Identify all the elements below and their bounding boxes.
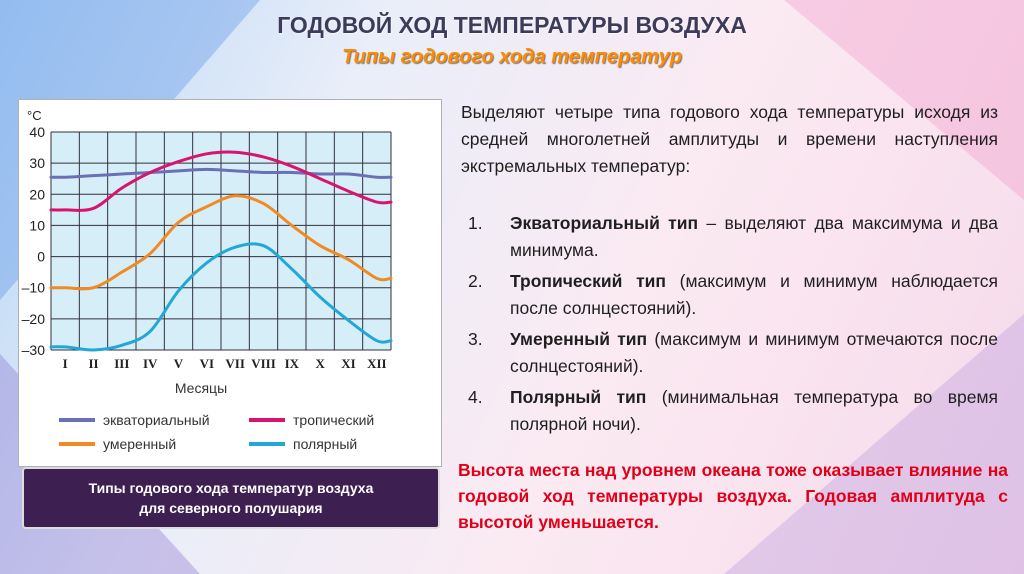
series-line-тропический xyxy=(49,150,393,212)
item-number: 1. xyxy=(468,213,483,233)
legend-label: умеренный xyxy=(103,436,176,452)
types-list: 1. Экваториальный тип – выделяют два мак… xyxy=(468,210,998,442)
series-line-умеренный xyxy=(49,194,393,291)
type-name: Экваториальный тип xyxy=(510,213,699,233)
y-tick-label: –10 xyxy=(22,280,46,296)
x-tick-label: IX xyxy=(285,356,300,371)
type-name: Тропический тип xyxy=(510,271,666,291)
type-description: (максимум и минимум отмечаются после сол… xyxy=(510,329,998,376)
list-item: 2. Тропический тип (максимум и минимум н… xyxy=(468,268,998,322)
item-number: 2. xyxy=(468,271,483,291)
y-tick-label: 40 xyxy=(29,124,45,140)
chart-caption: Типы годового хода температур воздуха дл… xyxy=(22,467,440,529)
list-item: 1. Экваториальный тип – выделяют два мак… xyxy=(468,210,998,264)
type-description: – выделяют два максимума и два минимума. xyxy=(510,213,998,260)
list-item: 4. Полярный тип (минимальная температура… xyxy=(468,384,998,438)
x-tick-label: XII xyxy=(367,356,387,371)
x-tick-label: VI xyxy=(200,356,214,371)
y-tick-label: –30 xyxy=(22,342,46,358)
x-tick-label: III xyxy=(114,356,129,371)
slide-title: ГОДОВОЙ ХОД ТЕМПЕРАТУРЫ ВОЗДУХА xyxy=(277,12,747,38)
y-tick-label: 20 xyxy=(29,186,45,202)
type-name: Полярный тип xyxy=(510,387,647,407)
x-tick-label: VIII xyxy=(251,356,276,371)
chart-panel: 40 30 20 10 0 –10 –20 –30 °C I II III IV V VI VII VIII IX… xyxy=(18,99,442,467)
item-number: 3. xyxy=(468,329,483,349)
background-shape xyxy=(784,0,1024,200)
x-tick-label: II xyxy=(88,356,98,371)
legend-label: полярный xyxy=(293,436,357,452)
slide-subtitle: Типы годового хода температур xyxy=(342,46,682,68)
list-item: 3. Умеренный тип (максимум и минимум отм… xyxy=(468,326,998,380)
y-tick-label: –20 xyxy=(22,311,46,327)
type-description: (минимальная температура во время полярн… xyxy=(510,387,998,434)
item-text: Умеренный тип (максимум и минимум отмеча… xyxy=(510,326,998,380)
y-tick-label: 10 xyxy=(29,217,45,233)
caption-line-1: Типы годового хода температур воздуха xyxy=(88,480,374,496)
x-tick-label: XI xyxy=(341,356,355,371)
x-tick-label: I xyxy=(63,356,68,371)
background-shape xyxy=(724,314,1024,574)
caption-line-2: для северного полушария xyxy=(139,500,323,516)
y-axis-label: °C xyxy=(27,108,42,123)
y-tick-label: 30 xyxy=(29,155,45,171)
item-text: Тропический тип (максимум и минимум набл… xyxy=(510,268,998,322)
type-name: Умеренный тип xyxy=(510,329,648,349)
x-tick-label: X xyxy=(315,356,325,371)
legend-label: тропический xyxy=(293,412,374,428)
series-line-экваториальный xyxy=(49,167,393,179)
series-line-полярный xyxy=(49,242,393,352)
x-tick-label: VII xyxy=(225,356,245,371)
x-axis-label: Месяцы xyxy=(175,380,227,396)
item-text: Экваториальный тип – выделяют два максим… xyxy=(510,210,998,264)
y-tick-label: 0 xyxy=(37,249,45,265)
legend-label: экваториальный xyxy=(103,412,210,428)
highlight-note: Высота места над уровнем океана тоже ока… xyxy=(458,460,1008,532)
x-tick-label: V xyxy=(174,356,184,371)
item-number: 4. xyxy=(468,387,483,407)
x-tick-label: IV xyxy=(143,356,158,371)
item-text: Полярный тип (минимальная температура во… xyxy=(510,384,998,438)
intro-text: Выделяют четыре типа годового хода темпе… xyxy=(461,102,998,176)
type-description: (максимум и минимум наблюдается после со… xyxy=(510,271,998,318)
